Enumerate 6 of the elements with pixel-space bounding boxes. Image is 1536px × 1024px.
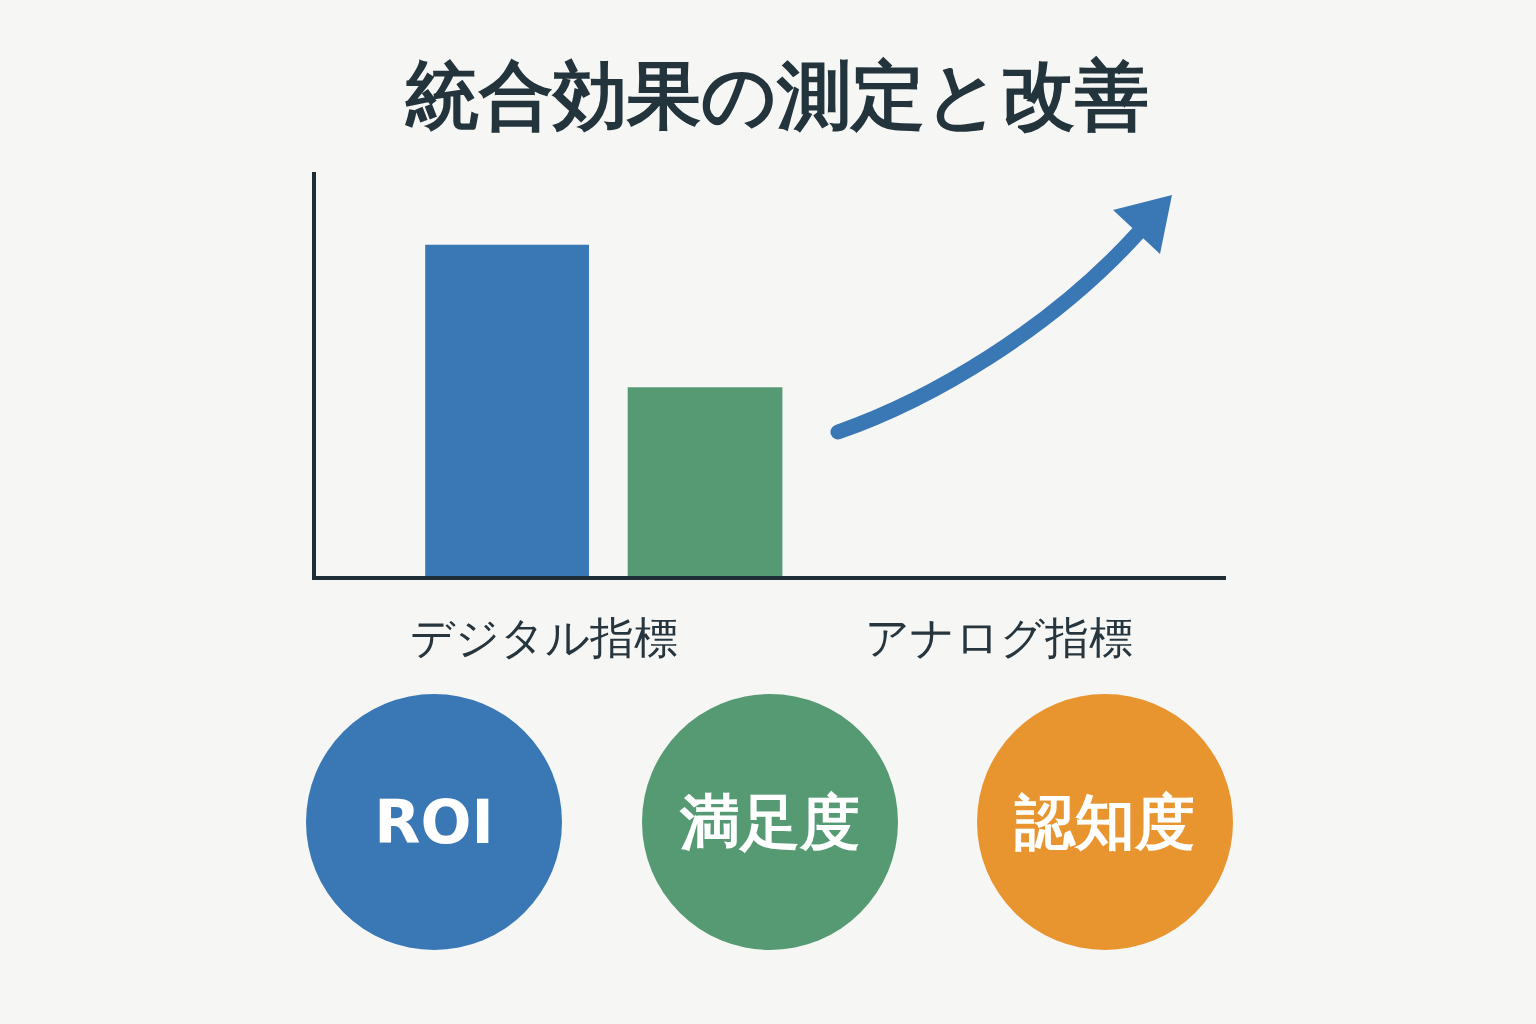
x-tick-label: デジタル指標 [409, 611, 678, 663]
x-tick-label: アナログ指標 [864, 611, 1133, 663]
text: 満足度 [679, 787, 860, 857]
text: 認知度 [1015, 787, 1195, 857]
text: ROI [374, 787, 494, 857]
chart-title: 統合効果の測定と改善 [404, 51, 1150, 138]
